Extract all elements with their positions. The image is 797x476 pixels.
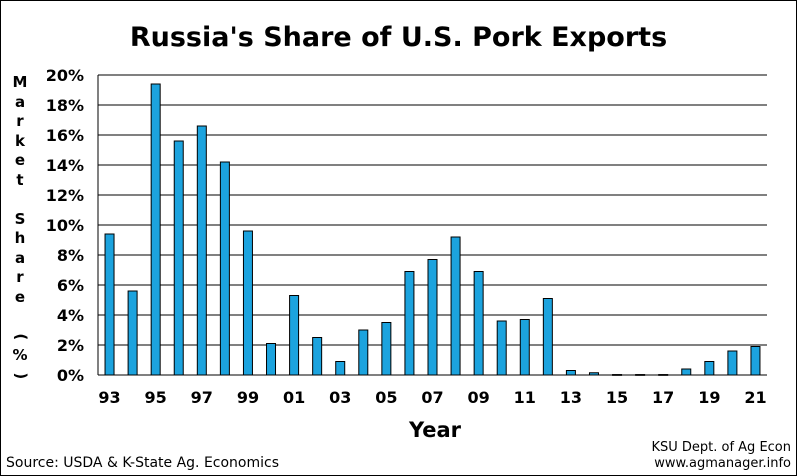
x-tick-label: 95 xyxy=(145,388,167,407)
x-tick-label: 19 xyxy=(698,388,720,407)
x-tick-label: 11 xyxy=(514,388,536,407)
source-note: Source: USDA & K-State Ag. Economics xyxy=(6,455,280,471)
bar-98 xyxy=(219,161,230,376)
y-tick-label: 10% xyxy=(46,216,84,235)
bar-99 xyxy=(242,230,253,376)
credit-note: KSU Dept. of Ag Econ www.agmanager.info xyxy=(651,440,791,472)
bar-08 xyxy=(450,236,461,376)
x-axis-label: Year xyxy=(408,418,462,442)
bar-10 xyxy=(496,320,507,376)
bar-17 xyxy=(658,374,669,376)
bar-05 xyxy=(381,322,392,376)
bar-12 xyxy=(542,298,553,376)
x-tick-label: 17 xyxy=(652,388,674,407)
bar-01 xyxy=(289,295,300,376)
y-tick-label: 18% xyxy=(46,96,84,115)
x-tick-label: 03 xyxy=(329,388,351,407)
bar-16 xyxy=(635,374,646,376)
x-tick-label: 13 xyxy=(560,388,582,407)
x-tick-label: 07 xyxy=(421,388,443,407)
x-tick-label: 09 xyxy=(468,388,490,407)
y-tick-label: 4% xyxy=(57,306,84,325)
x-tick-label: 97 xyxy=(191,388,213,407)
bar-15 xyxy=(612,374,623,376)
bar-04 xyxy=(358,329,369,376)
bar-97 xyxy=(196,125,207,376)
y-tick-label: 20% xyxy=(46,66,84,85)
x-tick-label: 15 xyxy=(606,388,628,407)
credit-line-1: KSU Dept. of Ag Econ xyxy=(651,440,791,455)
bar-14 xyxy=(588,372,599,376)
bar-07 xyxy=(427,259,438,376)
bar-03 xyxy=(335,361,346,376)
x-tick-label: 05 xyxy=(375,388,397,407)
bar-96 xyxy=(173,140,184,376)
bar-19 xyxy=(704,361,715,376)
bar-13 xyxy=(565,370,576,376)
bar-02 xyxy=(312,337,323,376)
y-tick-label: 0% xyxy=(57,366,84,385)
y-tick-label: 6% xyxy=(57,276,84,295)
bar-00 xyxy=(266,343,277,376)
credit-line-2: www.agmanager.info xyxy=(654,456,791,471)
bar-21 xyxy=(750,346,761,376)
bar-93 xyxy=(104,233,115,376)
x-tick-label: 93 xyxy=(98,388,120,407)
bar-94 xyxy=(127,290,138,376)
bar-20 xyxy=(727,350,738,376)
bar-06 xyxy=(404,271,415,376)
bar-95 xyxy=(150,83,161,376)
bar-11 xyxy=(519,319,530,376)
chart-title: Russia's Share of U.S. Pork Exports xyxy=(129,22,668,53)
x-tick-label: 21 xyxy=(744,388,766,407)
y-tick-label: 14% xyxy=(46,156,84,175)
y-tick-label: 8% xyxy=(57,246,84,265)
x-tick-label: 01 xyxy=(283,388,305,407)
y-tick-label: 12% xyxy=(46,186,84,205)
y-tick-label: 16% xyxy=(46,126,84,145)
y-tick-label: 2% xyxy=(57,336,84,355)
bar-09 xyxy=(473,271,484,376)
x-tick-label: 99 xyxy=(237,388,259,407)
bar-18 xyxy=(681,368,692,376)
